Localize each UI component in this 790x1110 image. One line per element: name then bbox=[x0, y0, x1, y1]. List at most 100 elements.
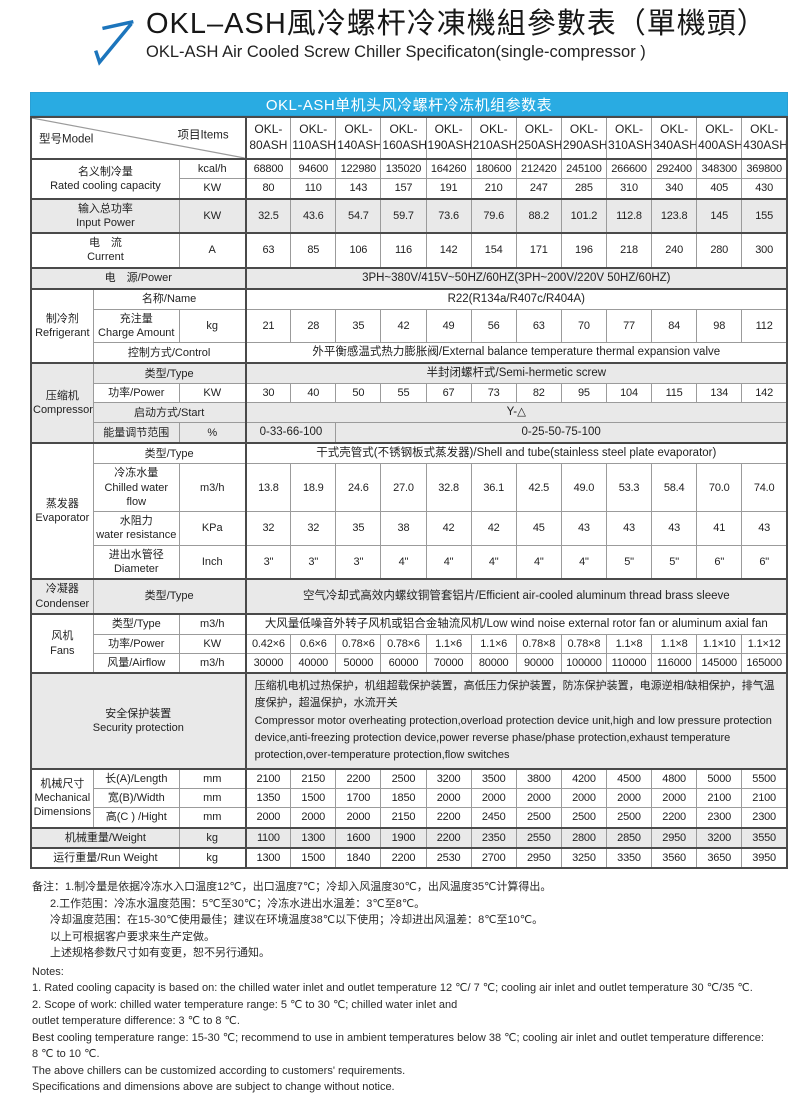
note-line: 备注：1.制冷量是依据冷冻水入口温度12℃，出口温度7℃；冷却入风温度30℃，出… bbox=[32, 881, 552, 894]
full-span-value-cell: 大风量低噪音外转子风机或铝合金轴流风机/Low wind noise exter… bbox=[245, 612, 788, 635]
full-span-value-cell: 3PH~380V/415V~50HZ/60HZ(3PH~200V/220V 50… bbox=[245, 266, 788, 290]
value-cell: 1.1×6 bbox=[470, 633, 517, 655]
value-cell: 67 bbox=[425, 383, 472, 404]
value-cell: 43 bbox=[560, 511, 607, 546]
value-cell: 18.9 bbox=[290, 463, 337, 513]
value-cell: 2100 bbox=[741, 787, 788, 809]
value-cell: 1.1×12 bbox=[741, 633, 788, 655]
value-cell: 3560 bbox=[651, 846, 698, 869]
value-cell: 2200 bbox=[335, 767, 382, 789]
model-header-cell: OKL- 400ASH bbox=[696, 116, 743, 160]
value-cell: 310 bbox=[605, 178, 653, 200]
value-cell: 210 bbox=[470, 178, 517, 200]
value-cell: 2000 bbox=[515, 787, 562, 809]
value-cell: 1600 bbox=[335, 826, 382, 849]
value-cell: 21 bbox=[245, 308, 292, 344]
value-cell: 28 bbox=[290, 308, 337, 344]
spec-table: 型号Model 项目Items OKL- 80ASH OKL- 110ASH OKL- … bbox=[30, 116, 788, 870]
value-cell: 68800 bbox=[245, 158, 292, 180]
table-row: 安全保护装置 Security protection 压缩机电机过热保护，机组超载… bbox=[30, 672, 788, 770]
value-cell: 36.1 bbox=[470, 463, 517, 513]
table-row: 机械重量/Weight kg 1100 1300 1600 1900 2200 2350 255… bbox=[30, 826, 788, 849]
value-cell: 56 bbox=[470, 308, 517, 344]
value-cell: 35 bbox=[335, 308, 382, 344]
notes-cn: 备注：1.制冷量是依据冷冻水入口温度12℃，出口温度7℃；冷却入风温度30℃，出… bbox=[32, 879, 772, 962]
note-line: 1. Rated cooling capacity is based on: t… bbox=[32, 982, 753, 995]
value-cell: 240 bbox=[651, 232, 698, 269]
value-cell: 2300 bbox=[696, 807, 743, 829]
title-block: OKL–ASH風冷螺杆冷凍機組參數表（單機頭） OKL-ASH Air Cool… bbox=[146, 8, 767, 62]
value-cell: 340 bbox=[651, 178, 698, 200]
table-row: 蒸发器 Evaporator 类型/Type 干式壳管式(不锈钢板式蒸发器)/She… bbox=[30, 442, 788, 580]
value-cell: 5000 bbox=[696, 767, 743, 789]
value-cell: 49 bbox=[425, 308, 472, 344]
value-cell: 112 bbox=[741, 308, 788, 344]
notes-section: 备注：1.制冷量是依据冷冻水入口温度12℃，出口温度7℃；冷却入风温度30℃，出… bbox=[32, 879, 772, 1096]
unit-cell: KPa bbox=[178, 511, 247, 546]
value-cell: 32 bbox=[245, 511, 292, 546]
full-span-value-cell: 干式壳管式(不锈钢板式蒸发器)/Shell and tube(stainless… bbox=[245, 442, 788, 465]
value-cell: 40000 bbox=[290, 653, 337, 674]
value-cell: 2550 bbox=[515, 826, 562, 849]
value-cell: 106 bbox=[335, 232, 382, 269]
unit-cell: mm bbox=[178, 807, 247, 829]
value-cell: 0.78×8 bbox=[560, 633, 607, 655]
row-label-cell: 启动方式/Start bbox=[92, 402, 247, 424]
value-cell: 5" bbox=[651, 544, 698, 580]
row-label-cell: 冷冻水量 Chilled water flow bbox=[92, 463, 180, 513]
value-cell: 35 bbox=[335, 511, 382, 546]
value-cell: 70.0 bbox=[696, 463, 743, 513]
value-cell: 95 bbox=[560, 383, 607, 404]
value-cell: 2950 bbox=[651, 826, 698, 849]
value-cell: 405 bbox=[696, 178, 743, 200]
value-cell: 41 bbox=[696, 511, 743, 546]
row-label-cell: 类型/Type bbox=[92, 612, 180, 635]
value-cell: 58.4 bbox=[651, 463, 698, 513]
value-cell: 94600 bbox=[290, 158, 337, 180]
value-cell: 73.6 bbox=[425, 197, 472, 234]
value-cell: 59.7 bbox=[380, 197, 427, 234]
value-cell: 88.2 bbox=[515, 197, 562, 234]
value-cell: 122980 bbox=[335, 158, 382, 180]
value-cell: 2950 bbox=[515, 846, 562, 869]
value-cell: 45 bbox=[515, 511, 562, 546]
value-cell: 77 bbox=[605, 308, 653, 344]
value-cell: 2100 bbox=[696, 787, 743, 809]
value-cell: 73 bbox=[470, 383, 517, 404]
unit-cell: KW bbox=[178, 178, 247, 200]
arrow-up-right-icon bbox=[94, 19, 134, 66]
unit-cell: m3/h bbox=[178, 463, 247, 513]
table-row: 电 流 Current A 63 85 106 116 142 154 171 196 218 240… bbox=[30, 232, 788, 269]
value-cell: 6" bbox=[696, 544, 743, 580]
row-label-cell: 类型/Type bbox=[92, 362, 247, 385]
value-cell: 84 bbox=[651, 308, 698, 344]
value-cell: 43.6 bbox=[290, 197, 337, 234]
value-cell: 0.6×6 bbox=[290, 633, 337, 655]
value-cell: 63 bbox=[245, 232, 292, 269]
value-cell: 430 bbox=[741, 178, 788, 200]
section-label-cell: 机械尺寸 Mechanical Dimensions bbox=[30, 767, 94, 829]
row-label-cell: 控制方式/Control bbox=[92, 342, 247, 364]
value-cell: 164260 bbox=[425, 158, 472, 180]
value-cell: 2000 bbox=[290, 807, 337, 829]
table-row: 启动方式/Start Y-△ bbox=[31, 402, 788, 424]
value-cell: 42 bbox=[470, 511, 517, 546]
table-row: 冷冻水量 Chilled water flow m3/h 13.8 18.9 24.6 2… bbox=[31, 463, 788, 513]
spec-table-wrapper: OKL-ASH单机头风冷螺杆冷冻机组参数表 型号Model 项目Items OKL-… bbox=[30, 92, 788, 870]
value-cell: 2200 bbox=[380, 846, 427, 869]
note-line: The above chillers can be customized acc… bbox=[32, 1064, 406, 1077]
value-cell: 74.0 bbox=[741, 463, 788, 513]
value-cell: 3" bbox=[290, 544, 337, 580]
value-cell: 1840 bbox=[335, 846, 382, 869]
value-cell: 6" bbox=[741, 544, 788, 580]
table-row: 冷凝器 Condenser 类型/Type 空气冷却式高效内螺纹铜管套铝片/Effi… bbox=[30, 578, 788, 615]
note-line: outlet temperature difference: 3 ℃ to 8 … bbox=[32, 1015, 240, 1028]
row-label-cell: 功率/Power bbox=[92, 383, 180, 404]
value-cell: 1.1×8 bbox=[605, 633, 653, 655]
row-label-cell: 安全保护装置 Security protection bbox=[30, 672, 247, 770]
unit-cell: KW bbox=[178, 383, 247, 404]
corner-header-cell: 型号Model 项目Items bbox=[30, 116, 247, 160]
full-span-value-cell: 半封闭螺杆式/Semi-hermetic screw bbox=[245, 362, 788, 385]
value-cell: 1850 bbox=[380, 787, 427, 809]
value-cell: 70 bbox=[560, 308, 607, 344]
